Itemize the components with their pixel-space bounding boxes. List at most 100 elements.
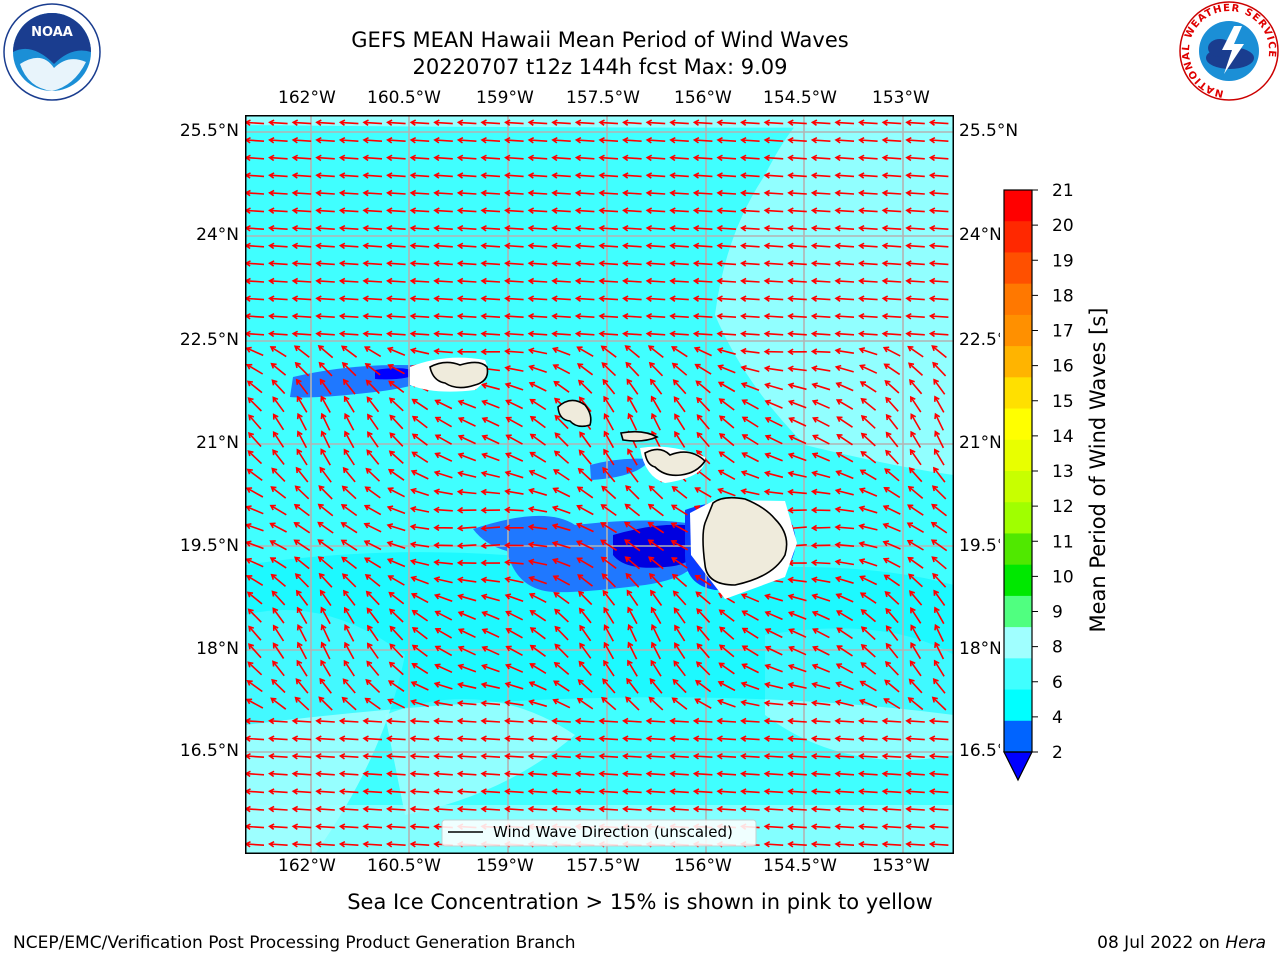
wave-direction-arrow <box>788 628 807 638</box>
wave-direction-arrow <box>834 840 855 848</box>
wave-direction-arrow <box>645 295 666 302</box>
wave-direction-arrow <box>764 382 784 391</box>
wave-direction-arrow <box>692 735 713 742</box>
wave-direction-arrow <box>411 415 428 429</box>
wave-direction-arrow <box>672 590 687 606</box>
wave-direction-arrow <box>669 788 689 795</box>
wave-direction-arrow <box>907 556 924 569</box>
wave-direction-arrow <box>433 295 453 302</box>
wave-direction-arrow <box>293 345 310 358</box>
wave-direction-arrow <box>910 624 921 642</box>
wave-direction-arrow <box>787 788 807 795</box>
wave-direction-arrow <box>338 330 359 338</box>
wave-direction-arrow <box>362 260 383 267</box>
wave-direction-arrow <box>692 136 713 144</box>
wave-direction-arrow <box>834 506 855 513</box>
wave-direction-arrow <box>859 364 878 374</box>
wave-direction-arrow <box>928 136 949 144</box>
wave-direction-arrow <box>882 522 901 533</box>
wave-direction-arrow <box>362 717 383 725</box>
wave-direction-arrow <box>673 396 686 413</box>
wave-direction-arrow <box>386 119 406 126</box>
wave-direction-arrow <box>248 625 262 641</box>
wave-direction-arrow <box>884 679 900 693</box>
wave-direction-arrow <box>319 677 332 694</box>
wave-direction-arrow <box>671 346 688 358</box>
wave-direction-arrow <box>457 681 477 689</box>
wave-direction-arrow <box>504 735 524 742</box>
wave-direction-arrow <box>386 295 406 302</box>
wave-direction-arrow <box>741 627 759 639</box>
wave-direction-arrow <box>344 430 355 449</box>
wave-direction-arrow <box>481 452 500 462</box>
wave-direction-arrow <box>434 434 452 445</box>
wave-direction-arrow <box>577 574 593 587</box>
wave-direction-arrow <box>859 575 878 586</box>
wave-direction-arrow <box>740 470 760 479</box>
wave-direction-arrow <box>812 416 830 428</box>
wave-direction-arrow <box>598 295 619 302</box>
wave-direction-arrow <box>341 485 357 500</box>
wave-direction-arrow <box>763 488 784 496</box>
wave-direction-arrow <box>928 330 949 338</box>
wave-direction-arrow <box>363 557 382 569</box>
wave-direction-arrow <box>858 823 878 830</box>
wave-direction-arrow <box>268 189 288 197</box>
wave-direction-arrow <box>598 154 619 162</box>
colorbar-segment <box>1004 346 1032 378</box>
wave-direction-arrow <box>601 573 616 588</box>
wave-direction-arrow <box>810 136 831 144</box>
wave-direction-arrow <box>674 642 686 660</box>
wave-direction-arrow <box>338 805 359 813</box>
colorbar: 21 20 19 18 17 16 15 14 13 12 11 10 9 8 6 4 2 <box>1003 181 1074 782</box>
wave-direction-arrow <box>433 735 453 742</box>
colorbar-segment <box>1004 533 1032 566</box>
wave-direction-arrow <box>884 660 899 676</box>
wave-direction-arrow <box>930 539 948 552</box>
wave-direction-arrow <box>410 592 429 604</box>
wave-direction-arrow <box>598 260 619 267</box>
wave-direction-arrow <box>386 788 406 795</box>
wave-direction-arrow <box>411 609 429 622</box>
lat-label-left: 18°N <box>196 639 239 659</box>
wave-direction-arrow <box>763 840 784 848</box>
wave-direction-arrow <box>834 699 854 707</box>
wave-direction-arrow <box>504 506 524 514</box>
wave-direction-arrow <box>692 242 713 250</box>
wave-direction-arrow <box>669 805 689 813</box>
wave-direction-arrow <box>598 224 619 232</box>
colorbar-segment <box>1004 252 1032 285</box>
wave-direction-arrow <box>787 330 807 338</box>
wave-direction-arrow <box>480 576 501 584</box>
wave-direction-arrow <box>624 539 641 552</box>
wave-direction-arrow <box>928 735 949 742</box>
wave-direction-arrow <box>362 770 383 778</box>
wave-direction-arrow <box>811 399 830 409</box>
wave-direction-arrow <box>551 346 571 356</box>
wave-direction-arrow <box>574 788 595 795</box>
wave-direction-arrow <box>388 380 405 394</box>
wave-direction-arrow <box>528 592 547 604</box>
islands <box>429 361 788 586</box>
wave-direction-arrow <box>627 659 638 677</box>
wave-direction-arrow <box>480 752 501 760</box>
wave-direction-arrow <box>386 154 406 162</box>
wave-direction-arrow <box>645 207 666 214</box>
wave-direction-arrow <box>320 606 331 625</box>
wave-direction-arrow <box>386 189 406 197</box>
wave-direction-arrow <box>527 523 548 531</box>
wave-direction-arrow <box>858 277 878 285</box>
wave-direction-arrow <box>810 805 831 813</box>
wave-direction-arrow <box>741 416 759 428</box>
wave-direction-arrow <box>811 681 831 690</box>
lat-label-right: 18°N <box>959 639 1002 659</box>
wave-direction-arrow <box>433 119 453 126</box>
wave-direction-arrow <box>574 735 595 742</box>
wave-direction-arrow <box>811 470 831 479</box>
lat-label-right: 24°N <box>959 225 1002 245</box>
wave-direction-arrow <box>315 312 335 320</box>
wave-direction-arrow <box>672 379 687 395</box>
wave-direction-arrow <box>603 430 615 449</box>
wave-direction-arrow <box>366 607 380 624</box>
wave-direction-arrow <box>885 413 899 430</box>
